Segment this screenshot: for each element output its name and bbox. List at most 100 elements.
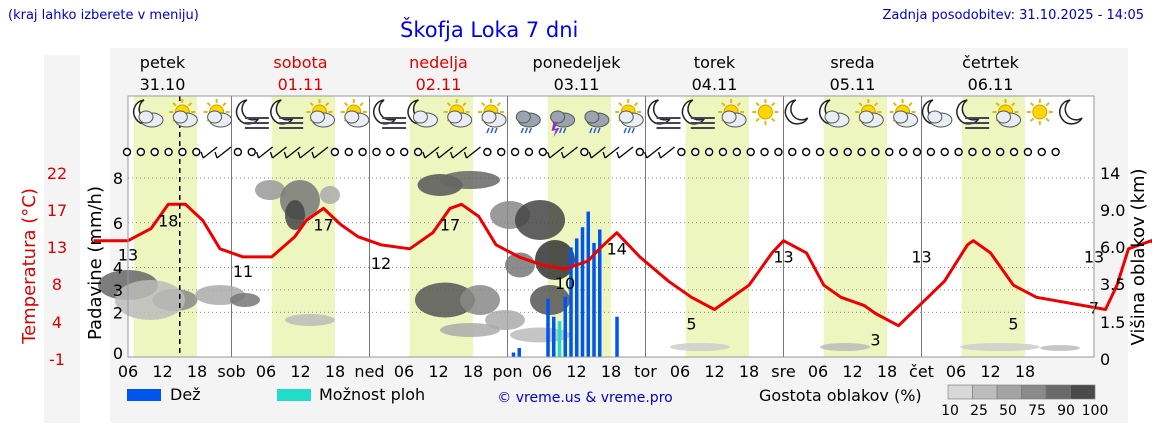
wind-calm-icon <box>926 147 936 157</box>
wind-barb-icon <box>560 151 565 159</box>
thunder-rain-icon <box>550 110 576 137</box>
wind-barb-icon <box>563 146 578 159</box>
wind-calm-icon <box>497 147 506 157</box>
moon-cloud-icon <box>921 99 953 128</box>
rain-bar <box>552 316 556 357</box>
wind-barb-icon <box>424 146 440 159</box>
x-tick-label: 06 <box>118 362 138 381</box>
wind-calm-icon <box>524 147 534 157</box>
wind-barb-icon <box>258 146 274 159</box>
x-tick-label: pon <box>492 362 522 381</box>
precip-tick: 3 <box>113 281 123 300</box>
wind-barb-icon <box>438 146 454 159</box>
rain-cloud-icon <box>584 110 610 134</box>
wind-calm-icon <box>940 147 949 157</box>
wind-calm-icon <box>483 147 492 157</box>
cloud-patch <box>515 200 565 240</box>
rain-bar <box>575 238 579 357</box>
wind-calm-icon <box>1023 147 1033 157</box>
day-name-3: ponedeljek <box>533 53 622 72</box>
wind-barb-icon <box>202 146 218 159</box>
x-tick-label: 06 <box>394 362 414 381</box>
copyright-link: © vreme.us & vreme.pro <box>497 390 672 406</box>
wind-barb-icon <box>660 146 675 159</box>
moon-cloud-icon <box>132 99 164 128</box>
wind-barb-icon <box>450 151 454 159</box>
location-hint[interactable]: (kraj lahko izberete v meniju) <box>8 8 199 23</box>
wind-calm-icon <box>136 147 146 157</box>
x-tick-label: 18 <box>1015 362 1035 381</box>
sun-icon <box>752 99 779 125</box>
precip-tick: 4 <box>113 259 123 278</box>
cloud-patch <box>460 285 500 315</box>
wind-calm-icon <box>372 147 381 157</box>
wind-barb-icon <box>216 146 232 159</box>
sun-cloud-icon <box>992 99 1021 128</box>
wind-calm-icon <box>247 147 256 157</box>
wind-calm-icon <box>954 147 963 157</box>
cloud-patch <box>820 343 870 351</box>
moon-cloud-icon <box>407 99 438 128</box>
temperature-label: 12 <box>371 254 391 273</box>
day-date-2: 02.11 <box>416 75 462 94</box>
wind-barb-icon <box>272 146 287 159</box>
temp-tick: 22 <box>47 164 67 183</box>
cloud-density-scale-label: 90 <box>1057 403 1075 419</box>
temp-axis-title: Temperatura (°C) <box>19 188 40 345</box>
wind-calm-icon <box>510 147 520 157</box>
cloud-patch <box>485 310 525 330</box>
sun-cloud-icon <box>169 99 198 128</box>
wind-barb-icon <box>299 146 315 159</box>
moon-fog-icon <box>647 99 681 129</box>
sun-rain-cloud-icon <box>615 99 644 134</box>
wind-barb-icon <box>285 146 301 159</box>
wind-calm-icon <box>150 147 159 157</box>
x-tick-label: sob <box>217 362 245 381</box>
cloud-patch <box>440 171 500 189</box>
cloud-density-scale-label: 50 <box>999 403 1017 419</box>
shower-bar <box>557 321 562 357</box>
day-date-1: 01.11 <box>278 75 324 94</box>
cloud-density-swatch <box>947 384 973 400</box>
wind-calm-icon <box>635 147 645 157</box>
last-updated: Zadnja posodobitev: 31.10.2025 - 14:05 <box>882 8 1144 23</box>
day-name-5: sreda <box>830 53 874 72</box>
x-tick-label: 12 <box>566 362 586 381</box>
temp-tick: 4 <box>52 313 62 332</box>
wind-calm-icon <box>718 147 728 157</box>
wind-barb-icon <box>255 151 260 159</box>
wind-calm-icon <box>912 147 922 157</box>
wind-calm-icon <box>774 147 783 157</box>
cloud-density-swatch <box>972 384 998 400</box>
x-tick-label: 18 <box>877 362 897 381</box>
cloud-density-scale-label: 25 <box>970 403 988 419</box>
temperature-label: 3 <box>870 331 880 350</box>
precip-axis-title: Padavine (mm/h) <box>85 186 106 340</box>
wind-calm-icon <box>857 147 866 157</box>
showers-legend-swatch <box>277 389 311 401</box>
wind-barb-icon <box>618 146 634 159</box>
x-tick-label: sre <box>771 362 795 381</box>
wind-barb-icon <box>297 151 301 159</box>
day-name-1: sobota <box>273 53 327 72</box>
wind-calm-icon <box>330 147 340 157</box>
rain-legend-label: Dež <box>170 385 201 404</box>
cloud-axis-title: Višina oblakov (km) <box>1128 168 1149 345</box>
cloud-patch <box>230 293 260 307</box>
wind-calm-icon <box>829 147 839 157</box>
x-tick-label: 12 <box>428 362 448 381</box>
day-name-0: petek <box>140 53 186 72</box>
temperature-label: 17 <box>440 215 460 234</box>
wind-barb-icon <box>644 151 648 159</box>
x-tick-label: 18 <box>739 362 759 381</box>
wind-barb-icon <box>616 151 620 159</box>
cloud-density-scale-label: 100 <box>1082 403 1109 419</box>
daylight-band <box>961 96 1025 357</box>
precip-tick: 8 <box>113 169 123 188</box>
rain-bar <box>592 242 596 357</box>
cloud-patch <box>115 280 185 320</box>
x-tick-label: 12 <box>704 362 724 381</box>
temperature-label: 11 <box>233 262 253 281</box>
x-tick-label: ned <box>354 362 384 381</box>
temp-tick: 8 <box>52 275 62 294</box>
